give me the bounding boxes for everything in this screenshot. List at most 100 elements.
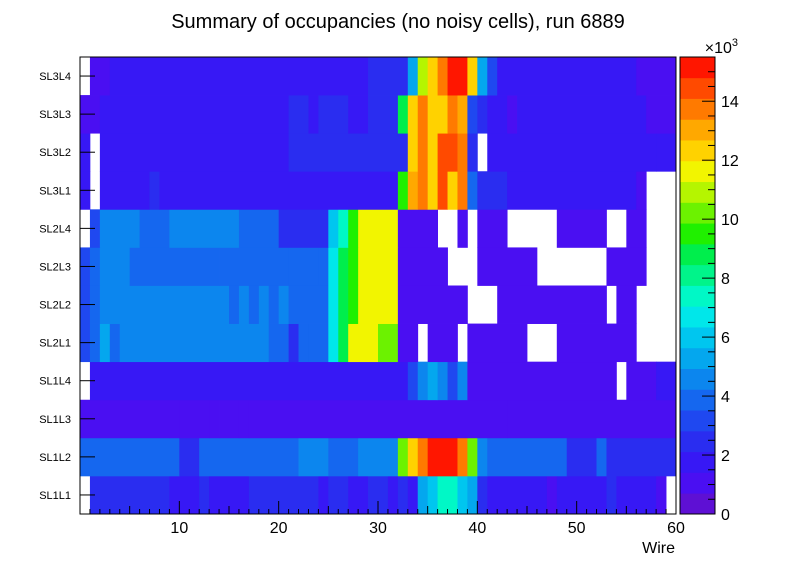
heatmap-cell-sl1l1 xyxy=(477,475,488,515)
heatmap-cell-sl3l4 xyxy=(487,57,498,96)
palette-band xyxy=(680,368,715,390)
heatmap-cell-sl2l3 xyxy=(606,247,647,286)
y-tick-label: SL3L3 xyxy=(39,109,71,121)
heatmap-cell-sl1l4 xyxy=(427,361,438,401)
heatmap-cell-sl2l3 xyxy=(358,247,399,286)
heatmap-cell-sl2l3 xyxy=(348,247,359,286)
heatmap-cell-sl2l2 xyxy=(397,285,468,324)
heatmap-cell-sl2l4 xyxy=(556,209,607,248)
heatmap-cell-sl3l4 xyxy=(467,57,478,96)
heatmap-cell-sl2l1 xyxy=(378,323,399,363)
palette-band xyxy=(680,472,715,494)
heatmap-cell-sl3l3 xyxy=(318,95,349,134)
heatmap-cell-sl1l1 xyxy=(417,475,429,515)
y-tick-label: SL2L3 xyxy=(39,261,71,273)
heatmap-cell-sl3l3 xyxy=(646,95,677,134)
palette-band xyxy=(680,430,715,453)
heatmap-cells xyxy=(80,57,677,515)
heatmap-cell-sl2l2 xyxy=(348,285,359,324)
heatmap-cell-sl3l3 xyxy=(288,95,309,134)
heatmap-cell-sl2l1 xyxy=(99,323,111,363)
heatmap-cell-sl1l4 xyxy=(417,361,429,401)
color-palette-axis: 0 2 4 6 8 10 12 14 xyxy=(702,71,739,524)
palette-band xyxy=(680,57,715,79)
heatmap-cell-sl3l4 xyxy=(109,57,369,96)
y-tick-label: SL1L4 xyxy=(39,376,71,388)
heatmap-cell-sl2l2 xyxy=(338,285,349,324)
heatmap-cell-sl3l2 xyxy=(487,133,657,172)
heatmap-cell-sl1l2 xyxy=(179,437,200,477)
y-tick-label: SL1L3 xyxy=(39,414,71,426)
heatmap-cell-sl2l3 xyxy=(397,247,448,286)
y-tick-label: SL1L1 xyxy=(39,490,71,502)
heatmap-cell-sl2l4 xyxy=(338,209,349,248)
palette-tick-label: 8 xyxy=(721,271,730,288)
heatmap-cell-sl3l4 xyxy=(417,57,429,96)
y-tick-label: SL2L1 xyxy=(39,338,71,350)
heatmap-cell-sl2l4 xyxy=(457,209,468,248)
x-axis-label: Wire xyxy=(642,540,675,557)
heatmap-cell-sl3l1 xyxy=(507,171,637,210)
heatmap-cell-sl3l3 xyxy=(467,95,478,134)
exponent-label: ×103 xyxy=(705,37,738,57)
palette-band xyxy=(680,243,715,266)
y-tick-label: SL2L2 xyxy=(39,300,71,312)
palette-band xyxy=(680,77,715,99)
heatmap-cell-sl3l1 xyxy=(149,171,160,210)
heatmap-cell-sl1l4 xyxy=(626,361,657,401)
heatmap-cell-sl1l1 xyxy=(328,475,349,515)
palette-tick-label: 0 xyxy=(721,507,730,524)
heatmap-cell-sl2l1 xyxy=(328,323,339,363)
heatmap-cell-sl2l3 xyxy=(219,247,289,286)
heatmap-cell-sl1l1 xyxy=(616,475,657,515)
heatmap-cell-sl3l1 xyxy=(636,171,647,210)
heatmap-cell-sl1l2 xyxy=(298,437,329,477)
heatmap-cell-sl2l4 xyxy=(139,209,170,248)
palette-band xyxy=(680,306,715,328)
heatmap-cell-sl2l1 xyxy=(149,323,270,363)
heatmap-cell-sl3l4 xyxy=(89,57,111,96)
heatmap-cell-sl2l1 xyxy=(89,323,101,363)
heatmap-cell-sl3l1 xyxy=(397,171,409,210)
heatmap-cell-sl1l2 xyxy=(596,437,607,477)
heatmap-cell-sl1l1 xyxy=(318,475,329,515)
y-tick-label: SL3L2 xyxy=(39,147,71,159)
heatmap-cell-sl2l4 xyxy=(626,209,647,248)
heatmap-cell-sl1l2 xyxy=(566,437,597,477)
heatmap-cell-sl1l1 xyxy=(387,475,399,515)
heatmap-cell-sl3l2 xyxy=(288,133,409,172)
heatmap-cell-sl1l2 xyxy=(606,437,677,477)
heatmap-cell-sl3l1 xyxy=(417,171,429,210)
heatmap-cell-sl2l2 xyxy=(278,285,289,324)
heatmap-cell-sl3l4 xyxy=(477,57,488,96)
heatmap-cell-sl3l3 xyxy=(457,95,468,134)
heatmap-cell-sl3l4 xyxy=(636,57,677,96)
heatmap-cell-sl1l2 xyxy=(477,437,488,477)
heatmap-cell-sl3l2 xyxy=(427,133,438,172)
heatmap-cell-sl2l1 xyxy=(308,323,329,363)
palette-tick-label: 2 xyxy=(721,448,730,465)
heatmap-cell-sl2l1 xyxy=(119,323,150,363)
heatmap-cell-sl2l4 xyxy=(477,209,508,248)
heatmap-cell-sl1l1 xyxy=(556,475,607,515)
heatmap-cell-sl1l4 xyxy=(457,361,468,401)
heatmap-cell-sl2l2 xyxy=(288,285,329,324)
y-axis: SL1L1 SL1L2 SL1L3 SL1L4 SL2L1 SL2L2 SL2L3 SL2L4… xyxy=(39,71,95,502)
heatmap-cell-sl3l1 xyxy=(407,171,419,210)
palette-tick-label: 12 xyxy=(721,153,739,170)
heatmap-cell-sl3l4 xyxy=(427,57,438,96)
heatmap-cell-sl3l3 xyxy=(427,95,448,134)
heatmap-cell-sl2l3 xyxy=(477,247,538,286)
palette-band xyxy=(680,410,715,432)
heatmap-cell-sl1l4 xyxy=(437,361,448,401)
heatmap-cell-sl1l3 xyxy=(507,399,677,439)
palette-band xyxy=(680,285,715,307)
heatmap-cell-sl2l4 xyxy=(169,209,240,248)
heatmap-cell-sl1l2 xyxy=(457,437,468,477)
heatmap-cell-sl2l1 xyxy=(427,323,458,363)
heatmap-cell-sl1l2 xyxy=(487,437,568,477)
heatmap-cell-sl1l1 xyxy=(397,475,409,515)
heatmap-cell-sl2l2 xyxy=(268,285,280,324)
heatmap-cell-sl2l1 xyxy=(348,323,379,363)
